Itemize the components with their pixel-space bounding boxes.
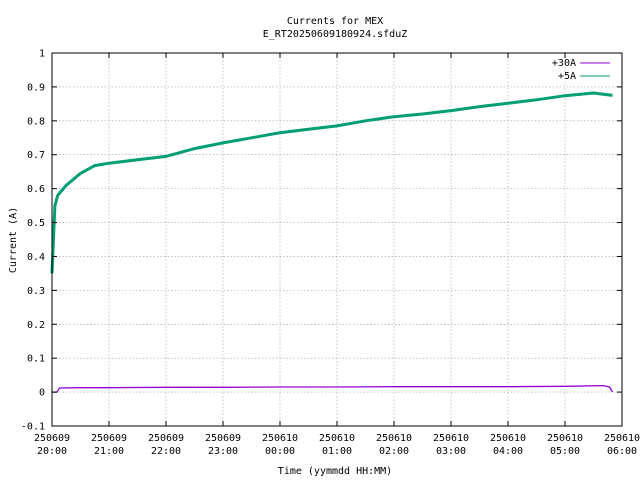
x-tick-label-time: 02:00 <box>379 446 409 457</box>
y-tick-label: 0.9 <box>27 82 45 93</box>
y-tick-label: 0.4 <box>27 252 45 263</box>
y-tick-label: -0.1 <box>21 422 45 433</box>
x-tick-label-time: 01:00 <box>322 446 352 457</box>
x-tick-label-time: 21:00 <box>94 446 124 457</box>
x-tick-label-time: 03:00 <box>436 446 466 457</box>
y-tick-label: 0.1 <box>27 354 45 365</box>
x-tick-label-date: 250610 <box>376 433 412 444</box>
x-tick-label-time: 00:00 <box>265 446 295 457</box>
x-tick-label-date: 250610 <box>547 433 583 444</box>
x-tick-label-date: 250609 <box>205 433 241 444</box>
x-tick-label-date: 250609 <box>34 433 70 444</box>
y-axis-label: Current (A) <box>8 207 19 273</box>
y-tick-label: 0.5 <box>27 218 45 229</box>
x-tick-label-time: 23:00 <box>208 446 238 457</box>
y-tick-label: 0 <box>39 388 45 399</box>
legend-label-30a: +30A <box>552 58 576 69</box>
ticks: -0.1 0 0.1 0.2 0.3 0.4 0.5 0.6 0.7 0.8 0.9 1 250609 2… <box>21 49 640 458</box>
x-tick-label-time: 20:00 <box>37 446 67 457</box>
x-axis-label: Time (yymmdd HH:MM) <box>278 466 392 477</box>
y-tick-label: 0.8 <box>27 116 45 127</box>
chart-subtitle: E_RT20250609180924.sfduZ <box>263 29 408 40</box>
x-tick-label-date: 250610 <box>433 433 469 444</box>
series-line-5a <box>50 91 613 274</box>
x-tick-label-time: 06:00 <box>607 446 637 457</box>
x-tick-label-date: 250610 <box>319 433 355 444</box>
legend: +30A +5A <box>552 58 610 82</box>
y-tick-label: 0.2 <box>27 320 45 331</box>
x-tick-label-time: 22:00 <box>151 446 181 457</box>
y-tick-label: 1 <box>39 49 45 60</box>
x-tick-label-time: 05:00 <box>550 446 580 457</box>
series-layer <box>50 91 614 393</box>
x-tick-label-date: 250610 <box>262 433 298 444</box>
y-tick-label: 0.3 <box>27 286 45 297</box>
grid <box>51 52 623 427</box>
x-tick-label-time: 04:00 <box>493 446 523 457</box>
series-line-30a <box>52 384 614 393</box>
x-tick-label-date: 250610 <box>490 433 526 444</box>
x-tick-label-date: 250609 <box>91 433 127 444</box>
legend-label-5a: +5A <box>558 71 576 82</box>
x-tick-label-date: 250610 <box>604 433 640 444</box>
chart-title: Currents for MEX <box>287 16 383 27</box>
y-tick-label: 0.6 <box>27 184 45 195</box>
y-tick-label: 0.7 <box>27 150 45 161</box>
x-tick-label-date: 250609 <box>148 433 184 444</box>
